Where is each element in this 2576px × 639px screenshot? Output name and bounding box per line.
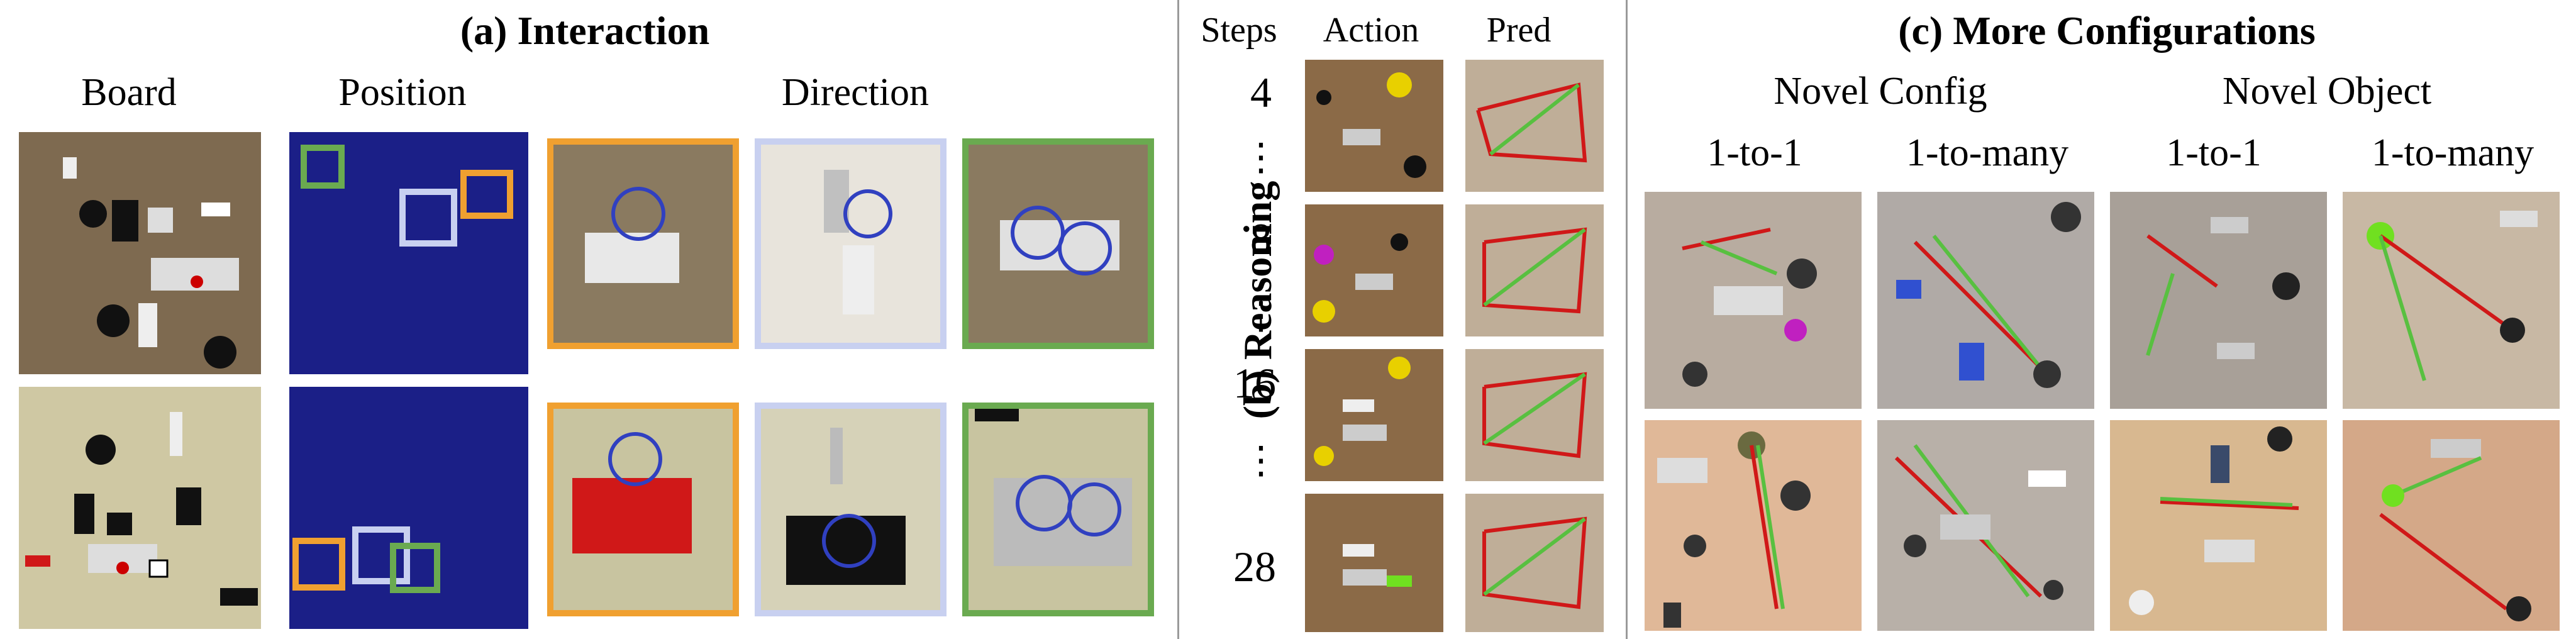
direction-crop-green-1 <box>962 138 1154 349</box>
novel-object-header: Novel Object <box>2222 70 2432 113</box>
direction-crop-orange-1 <box>547 138 739 349</box>
board-scene-2 <box>25 412 258 606</box>
lavender-highlight-box <box>352 526 410 584</box>
config-image-3 <box>1645 420 1862 631</box>
config-image-2 <box>1877 192 2094 409</box>
action-header: Action <box>1323 11 1419 50</box>
dots-3: ⋮ <box>1242 440 1280 481</box>
orange-highlight-box <box>292 538 345 591</box>
step-16: 16 <box>1233 359 1276 407</box>
action-tile-28 <box>1305 494 1443 632</box>
pred-tile-16 <box>1465 349 1604 481</box>
step-4: 4 <box>1250 69 1272 116</box>
position-heatmap-2 <box>289 387 528 629</box>
separator-a-b <box>1177 0 1179 639</box>
config-image-1 <box>1645 192 1862 409</box>
action-tile-16 <box>1305 349 1443 481</box>
pred-tile-28 <box>1465 494 1604 632</box>
step-8: 8 <box>1250 214 1272 262</box>
action-tile-4 <box>1305 60 1443 192</box>
pred-tile-8 <box>1465 204 1604 336</box>
board-header: Board <box>81 71 177 114</box>
object-image-2 <box>2343 192 2560 409</box>
direction-header: Direction <box>781 71 930 114</box>
board-scene-1 <box>63 157 239 369</box>
position-heatmap-1 <box>289 132 528 374</box>
pred-tile-4 <box>1465 60 1604 192</box>
orange-highlight-box <box>460 170 513 219</box>
direction-crop-lavender-1 <box>755 138 947 349</box>
lavender-highlight-box <box>399 189 457 247</box>
col-1tomany-a: 1-to-many <box>1906 131 2069 174</box>
col-1to1-a: 1-to-1 <box>1707 131 1802 174</box>
step-28: 28 <box>1233 543 1276 591</box>
steps-header: Steps <box>1201 11 1277 50</box>
pred-header: Pred <box>1486 11 1552 50</box>
dots-1: ⋮ <box>1242 136 1280 178</box>
direction-crop-lavender-2 <box>755 403 947 616</box>
object-image-3 <box>2110 420 2327 631</box>
green-highlight-box <box>390 543 440 593</box>
config-image-4 <box>1877 420 2094 631</box>
object-image-1 <box>2110 192 2327 409</box>
position-header: Position <box>338 71 467 114</box>
dots-2: ⋮ <box>1242 295 1280 336</box>
board-image-1 <box>19 132 261 374</box>
board-image-2 <box>19 387 261 629</box>
panel-c-title: (c) More Configurations <box>1898 8 2316 53</box>
novel-config-header: Novel Config <box>1774 70 1987 113</box>
separator-b-c <box>1626 0 1628 639</box>
green-highlight-box <box>301 145 345 189</box>
panel-a-title: (a) Interaction <box>460 8 710 53</box>
object-image-4 <box>2343 420 2560 631</box>
direction-crop-orange-2 <box>547 403 739 616</box>
col-1to1-b: 1-to-1 <box>2166 131 2262 174</box>
direction-crop-green-2 <box>962 403 1154 616</box>
action-tile-8 <box>1305 204 1443 336</box>
col-1tomany-b: 1-to-many <box>2371 131 2534 174</box>
